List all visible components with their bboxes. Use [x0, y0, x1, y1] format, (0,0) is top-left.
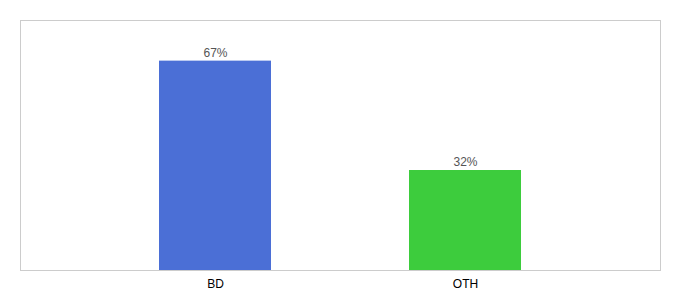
- svg-text:32%: 32%: [453, 155, 477, 169]
- svg-text:67%: 67%: [203, 46, 227, 60]
- svg-text:BD: BD: [207, 277, 224, 291]
- svg-text:OTH: OTH: [453, 277, 478, 291]
